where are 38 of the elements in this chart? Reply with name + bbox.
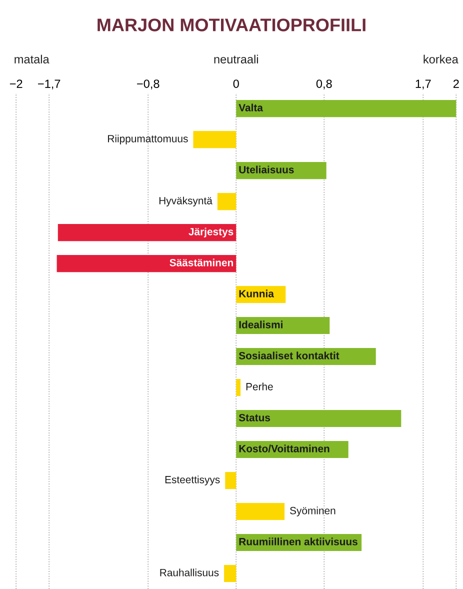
y-tick-label: Riippumattomuus (108, 134, 188, 144)
bar (225, 472, 236, 490)
y-tick-label: Idealismi (239, 320, 282, 328)
x-tick-label: 1,7 (416, 80, 431, 90)
bar (217, 193, 236, 210)
x-tick-label: 0 (233, 80, 239, 88)
bar (58, 224, 236, 242)
y-tick-label: Esteettisyys (165, 476, 220, 486)
y-tick-label: Kosto/Voittaminen (239, 444, 330, 452)
text: korkea (424, 54, 458, 64)
x-tick-label: −2 (10, 80, 22, 88)
x-tick-label: 0,8 (316, 80, 332, 90)
bar (236, 410, 402, 428)
y-tick-label: Sosiaaliset kontaktit (238, 352, 340, 360)
y-tick-label: Uteliaisuus (239, 166, 294, 174)
bar (193, 131, 236, 148)
bar (236, 379, 241, 396)
y-tick-label: Järjestys (188, 228, 234, 238)
bar (236, 317, 330, 334)
y-tick-label: Perhe (246, 382, 273, 390)
y-tick-label: Rauhallisuus (160, 568, 219, 576)
bar (236, 502, 285, 520)
bar (236, 100, 456, 118)
y-tick-label: Hyväksyntä (159, 196, 212, 206)
y-tick-label: Status (238, 414, 270, 422)
y-tick-label: Valta (238, 104, 264, 112)
chart-title: MARJON MOTIVAATIOPROFIILI (98, 18, 366, 32)
text: neutraali (214, 54, 258, 64)
y-tick-label: Säästäminen (170, 258, 233, 266)
x-tick-label: 2 (453, 80, 459, 88)
y-tick-label: Syöminen (290, 506, 336, 516)
y-tick-label: Kunnia (239, 290, 274, 298)
x-tick-label: −1,7 (38, 80, 60, 90)
y-tick-label: Ruumiillinen aktiivisuus (239, 538, 358, 546)
bar (56, 255, 236, 272)
x-tick-label: −0,8 (137, 80, 160, 90)
bar (224, 564, 236, 582)
text: matala (14, 54, 50, 64)
